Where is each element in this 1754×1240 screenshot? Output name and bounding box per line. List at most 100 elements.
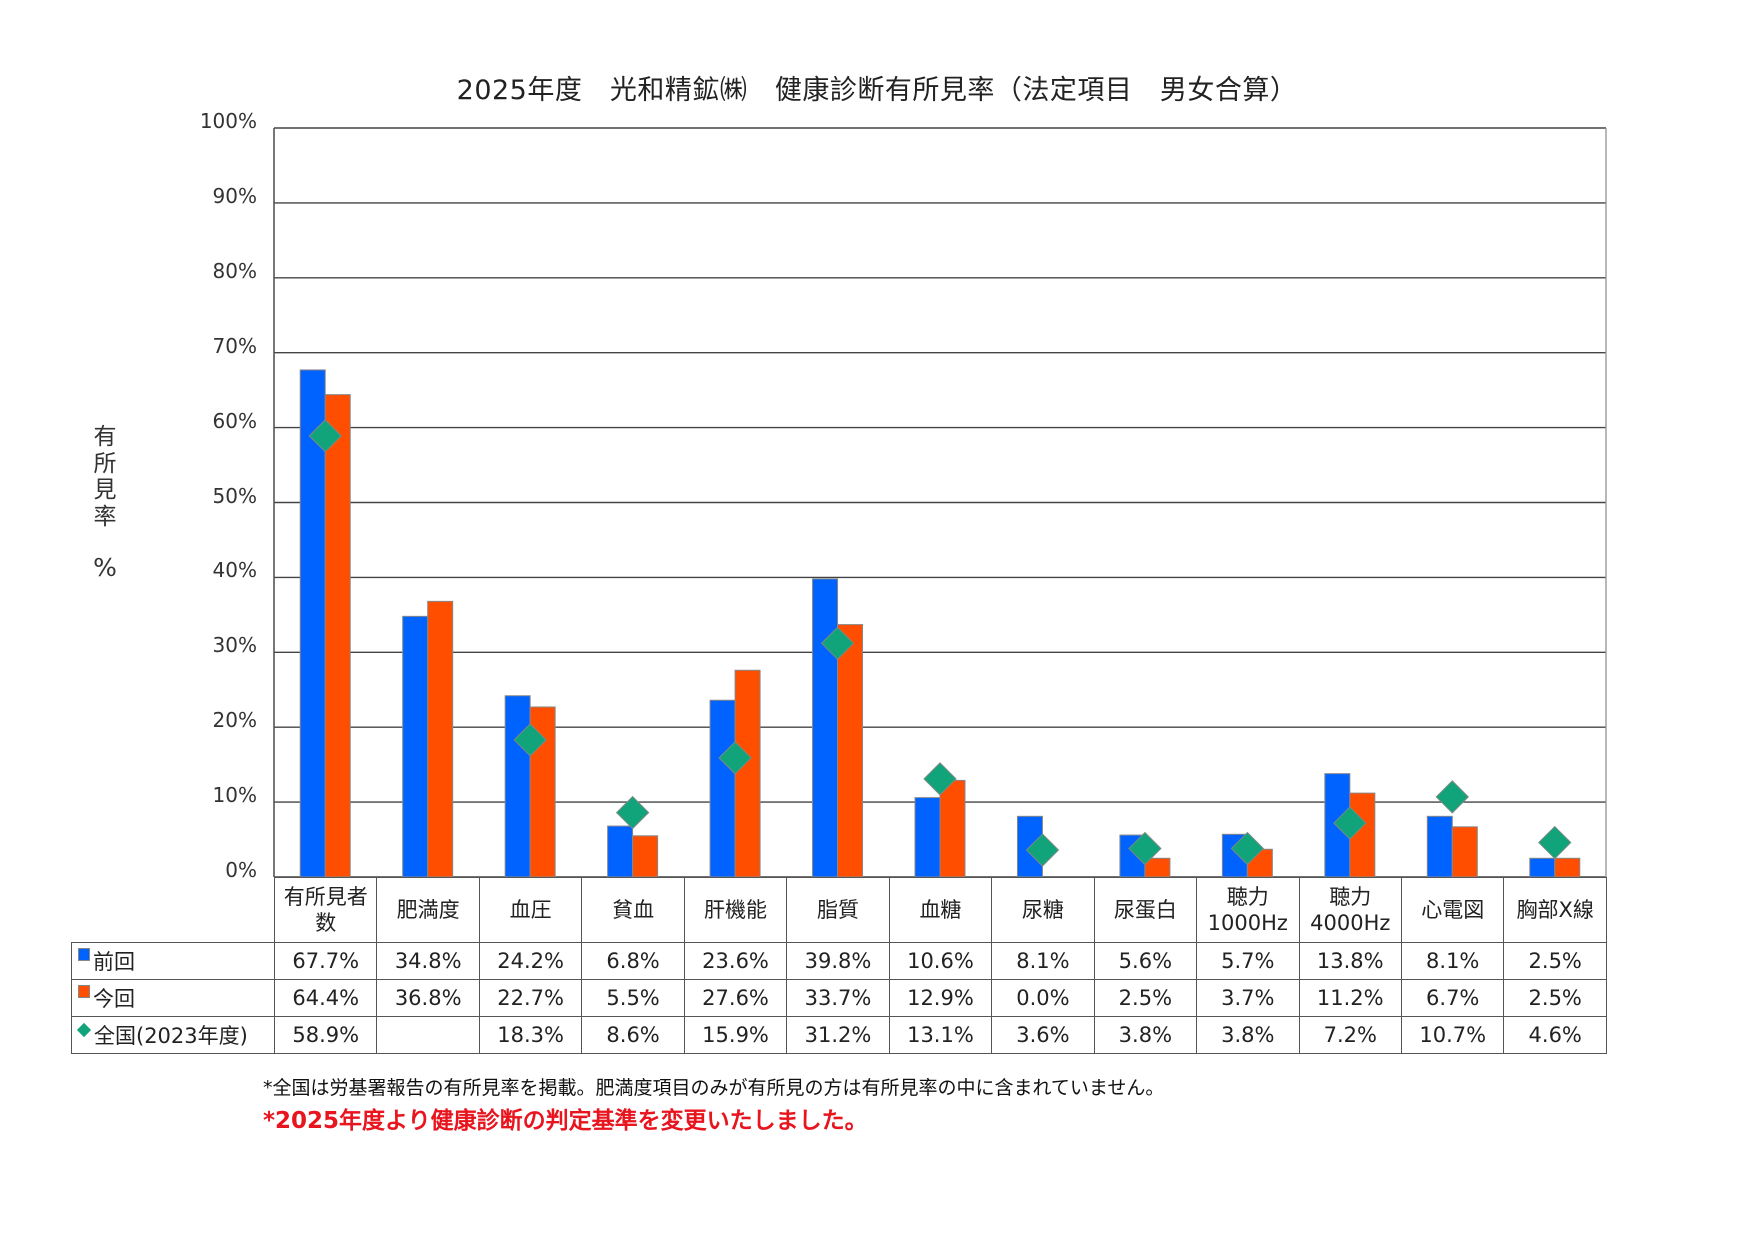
bar-previous (299, 369, 326, 878)
category-header-cell: 貧血 (581, 877, 685, 943)
y-axis-label-char: 所 (93, 450, 117, 477)
category-header-row: 有所見者数肥満度 血圧 貧血 肝機能 脂質 血糖 尿糖 尿蛋白 聴力 1000Hz 聴力 4000Hz… (72, 877, 1607, 943)
category-header-cell: 肝機能 (683, 877, 788, 943)
cell-national-value: 3.8% (1093, 1016, 1198, 1054)
cell-previous-value: 6.8% (581, 942, 685, 980)
cell-current-value: 11.2% (1298, 979, 1402, 1017)
cell-current-value: 27.6% (683, 979, 788, 1017)
y-tick-label: 70% (212, 333, 257, 358)
cell-previous-value: 8.1% (1400, 942, 1505, 980)
category-header-cell: 尿糖 (991, 877, 1095, 943)
cell-current-value: 33.7% (786, 979, 890, 1017)
marker-national-diamond (615, 795, 650, 830)
category-label: 血圧 (509, 898, 552, 922)
category-header-cell: 有所見者数 (273, 877, 378, 943)
category-header-cell: 血圧 (478, 877, 583, 943)
category-label: 心電図 (1421, 898, 1485, 922)
y-tick-label: 20% (212, 708, 257, 733)
bar-current (427, 600, 454, 878)
cell-national-value: 10.7% (1400, 1016, 1505, 1054)
cell-national-value: 58.9% (273, 1016, 378, 1054)
table-row-previous: 前回 67.7% 34.8% 24.2% 6.8% 23.6% 39.8% 10.6% 8.1… (71, 942, 1607, 980)
y-tick-label: 40% (212, 558, 257, 583)
category-label: 胸部X線 (1516, 898, 1594, 922)
category-label: 数 (315, 911, 337, 935)
table-row-national: 全国(2023年度) 58.9% 18.3% 8.6% 15.9% 31.2% 13.1%… (71, 1016, 1607, 1054)
cell-current-value: 22.7% (478, 979, 583, 1017)
cell-previous-value: 34.8% (376, 942, 480, 980)
category-label: 4000Hz (1310, 911, 1391, 935)
y-tick-label: 10% (212, 783, 257, 808)
y-axis-label-char: 見 (93, 477, 117, 503)
footnote-criteria-change: *2025年度より健康診断の判定基準を変更いたしました。 (263, 1108, 868, 1134)
marker-national-diamond (1538, 825, 1572, 860)
category-header-cell: 聴力 4000Hz (1298, 877, 1402, 943)
y-tick-label: 30% (212, 633, 257, 658)
cell-current-value: 3.7% (1196, 979, 1300, 1017)
cell-current-value: 5.5% (581, 979, 685, 1017)
marker-national-diamond (513, 723, 547, 757)
legend-national: 全国(2023年度) (71, 1016, 275, 1054)
bar-current (1554, 857, 1581, 878)
cell-previous-value: 5.6% (1093, 942, 1198, 980)
cell-national-value: 13.1% (888, 1016, 993, 1054)
bar-previous (607, 825, 634, 878)
bar-previous (812, 578, 839, 878)
cell-previous-value: 5.7% (1196, 942, 1300, 980)
marker-national-diamond (1333, 806, 1367, 840)
bar-current (939, 779, 966, 878)
bar-previous (504, 695, 531, 878)
category-label: 脂質 (816, 898, 859, 922)
legend-previous: 前回 (71, 942, 275, 980)
category-label: 有所見者 (283, 885, 368, 909)
cell-previous-value: 8.1% (991, 942, 1095, 980)
marker-national-diamond (1435, 780, 1470, 814)
orange-square-legend-icon (78, 985, 90, 998)
y-tick-label: 0% (225, 858, 257, 882)
category-label: 聴力 (1226, 885, 1269, 909)
cell-current-value: 36.8% (376, 979, 480, 1017)
y-axis-label-char: 有 (93, 424, 117, 450)
marker-national-diamond (1128, 831, 1162, 866)
bar-previous (1426, 815, 1453, 878)
table-corner (72, 878, 275, 943)
marker-national-diamond (1230, 831, 1265, 866)
cell-current-value: 6.7% (1400, 979, 1505, 1017)
category-header-cell: 尿蛋白 (1093, 877, 1198, 943)
row-label-national: 全国(2023年度) (94, 1024, 248, 1048)
marker-national-diamond (308, 419, 342, 453)
y-tick-label: 90% (212, 183, 257, 208)
cell-previous-value: 13.8% (1298, 942, 1402, 980)
bar-current (1451, 826, 1478, 878)
cell-current-value: 12.9% (888, 979, 993, 1017)
chart-title: 2025年度 光和精鉱㈱ 健康診断有所見率（法定項目 男女合算） (456, 75, 1298, 106)
cell-national-value: 3.8% (1196, 1016, 1300, 1054)
cell-national-value: 7.2% (1298, 1016, 1402, 1054)
bar-previous (1529, 857, 1556, 878)
category-label: 貧血 (612, 898, 655, 922)
cell-national-value: 8.6% (581, 1016, 685, 1054)
blue-square-legend-icon (78, 948, 90, 961)
cell-national-value: 3.6% (991, 1016, 1095, 1054)
bar-current (837, 624, 864, 878)
cell-current-value: 64.4% (273, 979, 378, 1017)
category-label: 1000Hz (1207, 911, 1288, 935)
cell-national-value: 31.2% (786, 1016, 890, 1054)
y-axis-unit: % (93, 553, 117, 582)
bar-current (734, 669, 761, 878)
bar-previous (402, 615, 429, 878)
category-header-cell: 胸部X線 (1503, 877, 1607, 943)
category-label: 肝機能 (704, 898, 768, 922)
category-label: 尿蛋白 (1113, 898, 1177, 922)
row-label-current: 今回 (93, 987, 135, 1011)
cell-current-value: 2.5% (1093, 979, 1198, 1017)
bar-previous (914, 797, 941, 878)
category-label: 肥満度 (396, 898, 460, 922)
marker-national-diamond (718, 741, 752, 775)
data-table: 有所見者数肥満度 血圧 貧血 肝機能 脂質 血糖 尿糖 尿蛋白 聴力 1000Hz 聴力 4000Hz… (71, 877, 1607, 1054)
category-label: 尿糖 (1021, 898, 1064, 922)
marker-national-diamond (820, 626, 855, 661)
legend-current: 今回 (71, 979, 275, 1017)
marker-national-diamond (923, 762, 957, 796)
